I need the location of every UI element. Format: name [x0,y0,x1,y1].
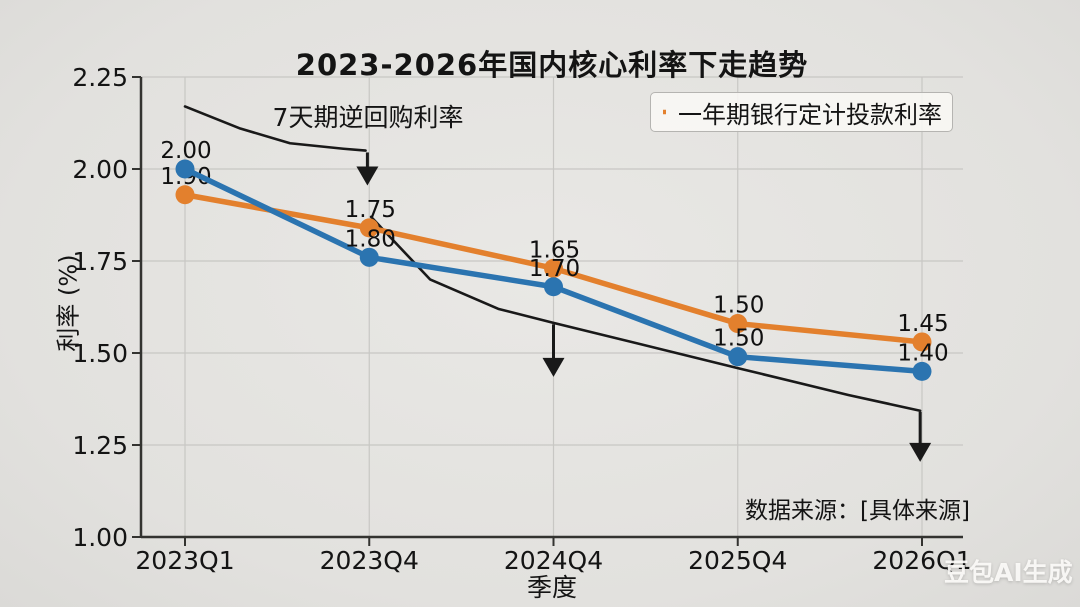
x-tick-label: 2025Q4 [688,546,787,575]
value-label: 2.00 [160,138,211,164]
data-point [359,247,379,267]
data-point [175,185,195,205]
value-label: 1.75 [345,197,396,223]
data-point [728,314,748,334]
data-point [912,332,932,352]
annotation-line [369,215,922,413]
source-note: 数据来源：[具体来源] [745,498,970,524]
y-tick-label: 1.25 [72,431,128,460]
value-label: 1.80 [345,226,396,252]
chart-title: 2023-2026年国内核心利率下走趋势 [295,48,809,82]
value-label: 1.65 [529,237,580,263]
down-arrow-icon [909,442,932,462]
value-label: 1.40 [897,340,948,366]
y-tick-label: 1.75 [72,247,128,276]
data-point [175,159,195,179]
value-label: 1.45 [897,311,948,337]
down-arrow-icon [542,357,565,377]
y-axis-label: 利率 (%) [54,254,83,352]
x-tick-label: 2026Q1 [872,546,971,575]
x-tick-label: 2024Q4 [504,546,603,575]
x-axis-label: 季度 [526,573,578,602]
x-tick-label: 2023Q1 [135,546,234,575]
x-tick-label: 2023Q4 [320,546,419,575]
watermark: 豆包AI生成 [944,558,1073,587]
value-label: 1.70 [529,256,580,282]
down-arrow-icon [356,166,379,186]
y-tick-label: 2.00 [72,155,128,184]
annotation-line [183,105,367,152]
legend-label: 一年期银行定计投款利率 [678,100,942,129]
annotation-label: 7天期逆回购利率 [272,103,464,132]
data-point [728,347,748,367]
y-tick-label: 1.00 [72,523,128,552]
y-tick-label: 2.25 [72,63,128,92]
data-point [544,277,563,297]
data-point [912,361,932,381]
data-point [544,258,563,278]
legend: 一年期银行定计投款利率 [650,92,953,132]
y-tick-label: 1.50 [72,339,128,368]
value-label: 1.50 [713,293,764,319]
data-point [359,218,379,238]
legend-line-marker-icon [663,109,666,115]
value-label: 1.50 [713,326,764,352]
